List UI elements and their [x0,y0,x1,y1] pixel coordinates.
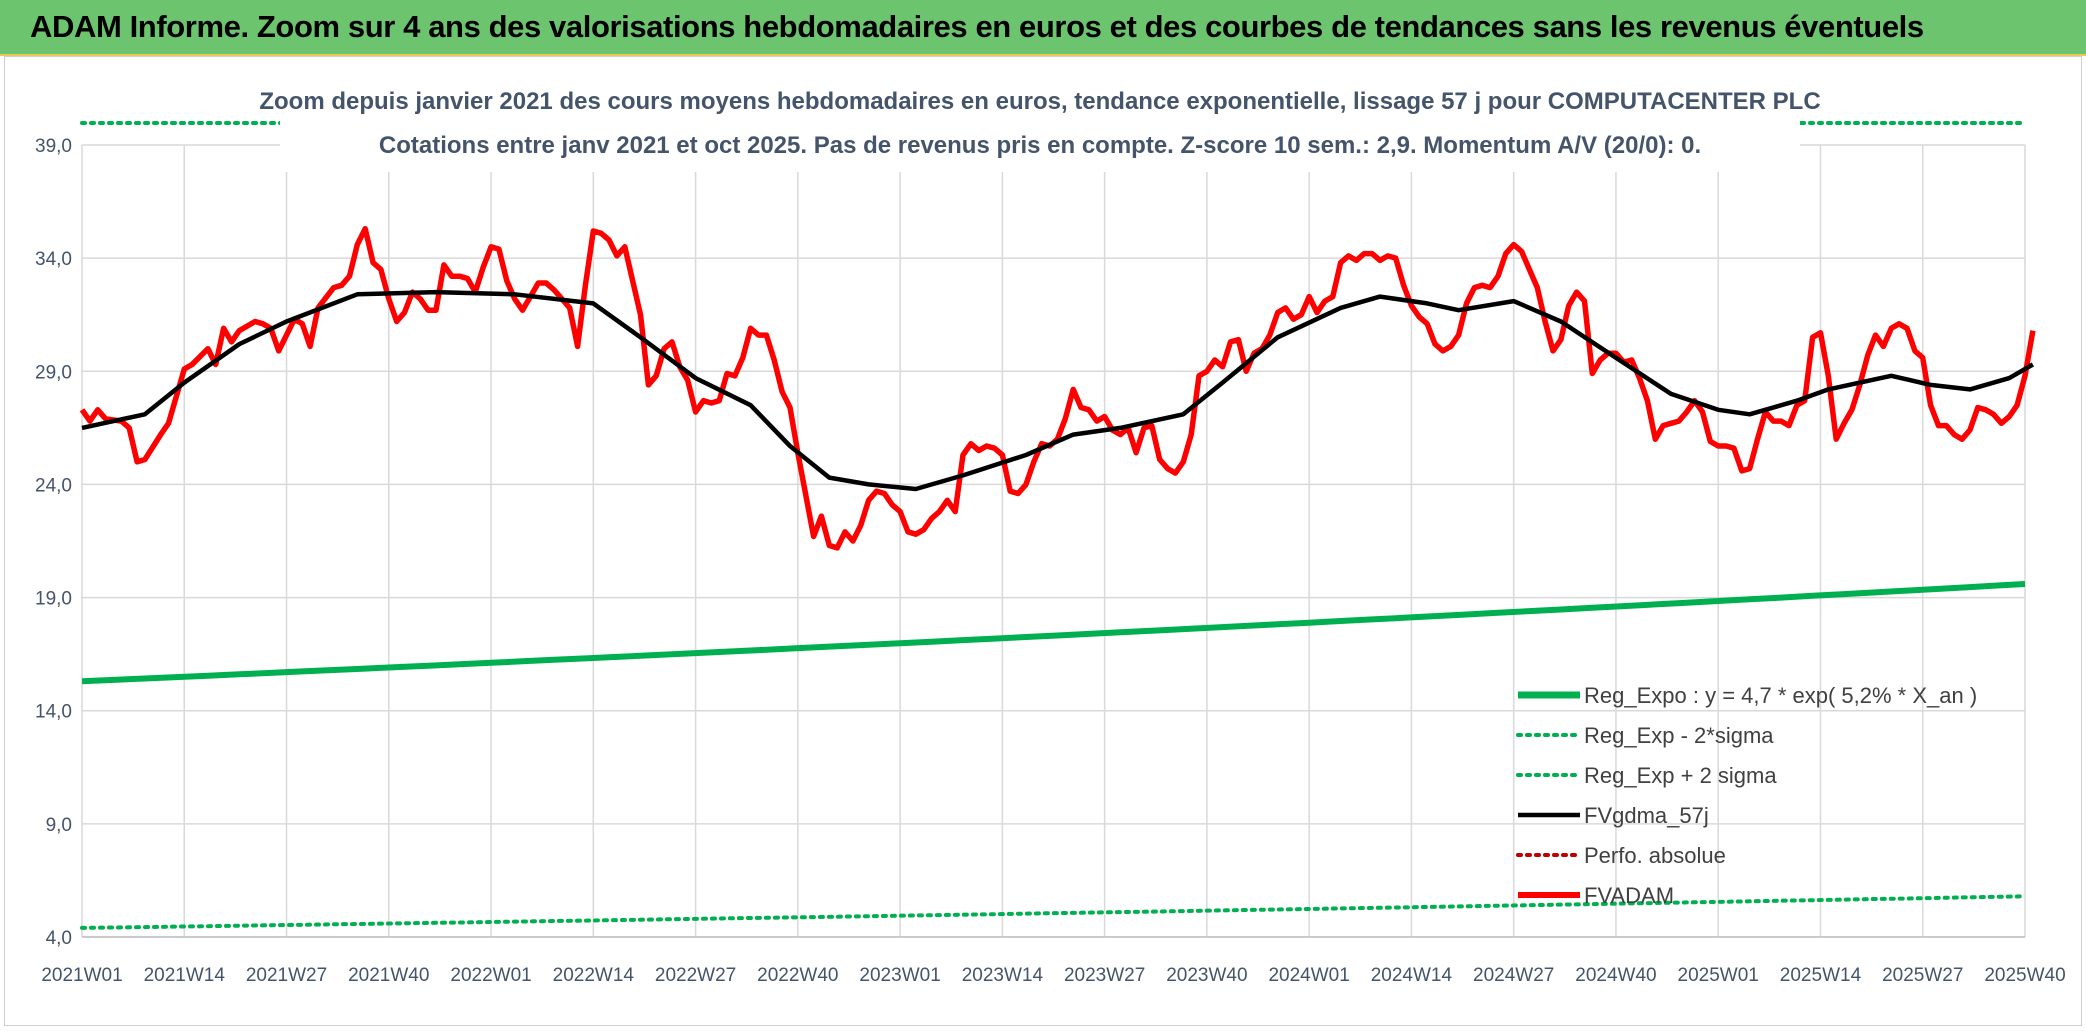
legend-label: FVADAM [1584,883,1674,908]
series-layer [79,121,2036,930]
x-tick-label: 2024W27 [1473,965,1554,986]
y-tick-label: 34,0 [35,249,72,270]
x-tick-label: 2022W27 [655,965,736,986]
y-tick-label: 19,0 [35,589,72,610]
legend: Reg_Expo : y = 4,7 * exp( 5,2% * X_an ) R… [1516,683,1977,908]
series-fvadam [79,225,2036,551]
x-tick-label: 2024W01 [1268,965,1349,986]
grid [81,144,2026,938]
x-tick-label: 2022W14 [553,965,635,986]
report-title: ADAM Informe. Zoom sur 4 ans des valoris… [30,9,1924,44]
y-tick-label: 9,0 [46,815,72,836]
x-tick-label: 2025W14 [1780,965,1862,986]
y-tick-label: 39,0 [35,136,72,157]
legend-label: Reg_Exp - 2*sigma [1584,723,1774,748]
series-reg-expo [81,581,2026,685]
chart-title-background [280,80,1800,172]
series-reg-minus-2sigma [80,894,2027,930]
x-tick-label: 2022W40 [757,965,838,986]
x-tick-label: 2021W01 [41,965,122,986]
x-tick-label: 2025W01 [1678,965,1759,986]
x-tick-label: 2025W40 [1984,965,2065,986]
x-tick-label: 2025W27 [1882,965,1963,986]
legend-label: FVgdma_57j [1584,803,1709,828]
chart-frame [4,56,2082,1026]
x-tick-label: 2024W40 [1575,965,1656,986]
legend-label: Reg_Expo : y = 4,7 * exp( 5,2% * X_an ) [1584,683,1977,708]
x-tick-label: 2024W14 [1371,965,1453,986]
x-tick-label: 2023W27 [1064,965,1145,986]
y-tick-label: 4,0 [46,928,72,949]
y-tick-label: 29,0 [35,362,72,383]
axes: 4,0 9,0 14,0 19,0 24,0 29,0 34,0 39,0 2021W01 202… [35,136,2066,986]
x-tick-label: 2023W14 [962,965,1044,986]
chart-title-line1: Zoom depuis janvier 2021 des cours moyen… [259,88,1820,115]
x-tick-label: 2021W40 [348,965,429,986]
chart-title-line2: Cotations entre janv 2021 et oct 2025. P… [379,132,1701,159]
x-tick-label: 2023W40 [1166,965,1247,986]
x-tick-label: 2023W01 [859,965,940,986]
x-tick-label: 2021W14 [144,965,226,986]
x-tick-label: 2022W01 [450,965,531,986]
chart-title: Zoom depuis janvier 2021 des cours moyen… [259,80,1821,172]
report-banner: ADAM Informe. Zoom sur 4 ans des valoris… [0,0,2086,56]
y-tick-label: 24,0 [35,475,72,496]
series-fvgdma-57j [81,289,2035,492]
legend-label: Reg_Exp + 2 sigma [1584,763,1777,788]
legend-label: Perfo. absolue [1584,843,1726,868]
y-tick-label: 14,0 [35,702,72,723]
x-tick-label: 2021W27 [246,965,327,986]
